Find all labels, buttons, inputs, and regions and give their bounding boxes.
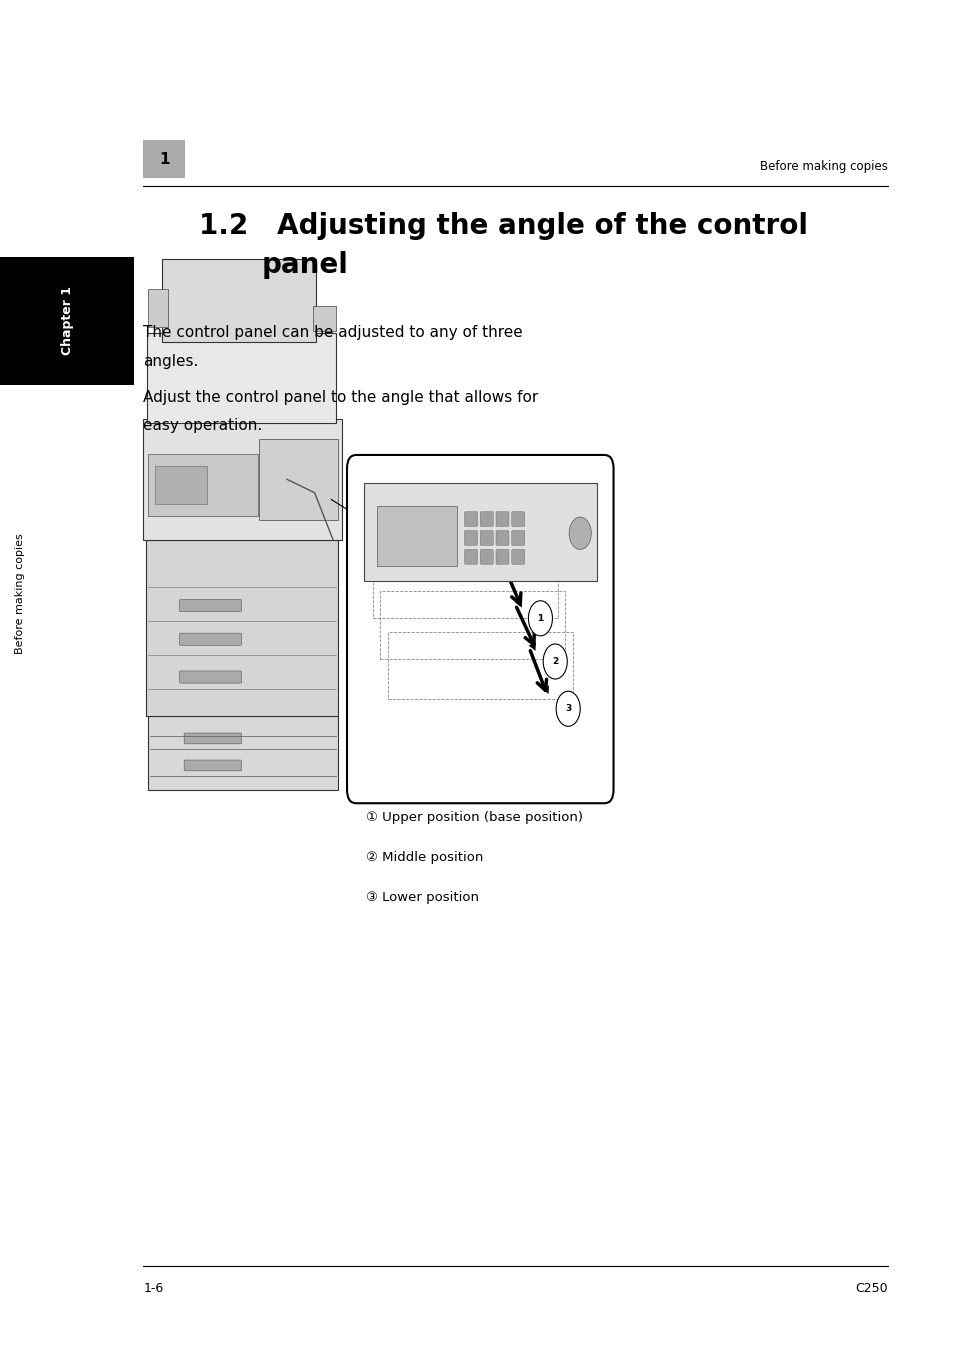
FancyBboxPatch shape	[511, 531, 524, 545]
Circle shape	[528, 601, 552, 636]
FancyBboxPatch shape	[148, 289, 169, 327]
FancyBboxPatch shape	[154, 466, 207, 504]
Text: ② Middle position: ② Middle position	[365, 850, 482, 864]
Circle shape	[542, 644, 567, 679]
FancyBboxPatch shape	[464, 512, 477, 526]
FancyBboxPatch shape	[147, 333, 335, 423]
FancyBboxPatch shape	[496, 531, 509, 545]
Text: 2: 2	[552, 657, 558, 666]
FancyBboxPatch shape	[363, 483, 597, 580]
FancyBboxPatch shape	[511, 549, 524, 564]
Text: Before making copies: Before making copies	[15, 533, 26, 655]
Text: 1: 1	[159, 151, 170, 167]
FancyBboxPatch shape	[148, 716, 337, 790]
FancyBboxPatch shape	[479, 531, 493, 545]
Text: 1.2   Adjusting the angle of the control: 1.2 Adjusting the angle of the control	[199, 212, 807, 240]
Circle shape	[556, 691, 579, 726]
Text: The control panel can be adjusted to any of three: The control panel can be adjusted to any…	[143, 325, 522, 340]
FancyBboxPatch shape	[464, 531, 477, 545]
FancyBboxPatch shape	[496, 549, 509, 564]
Text: 1-6: 1-6	[143, 1282, 164, 1296]
Text: Chapter 1: Chapter 1	[61, 286, 73, 355]
Text: angles.: angles.	[143, 354, 198, 369]
FancyBboxPatch shape	[143, 418, 342, 540]
FancyBboxPatch shape	[464, 549, 477, 564]
Text: easy operation.: easy operation.	[143, 418, 262, 433]
FancyBboxPatch shape	[0, 256, 134, 385]
FancyBboxPatch shape	[376, 506, 456, 566]
FancyBboxPatch shape	[184, 733, 241, 744]
Text: Before making copies: Before making copies	[760, 159, 887, 173]
Circle shape	[569, 517, 591, 549]
Text: 1: 1	[537, 614, 543, 622]
FancyBboxPatch shape	[179, 599, 241, 612]
FancyBboxPatch shape	[313, 306, 335, 331]
FancyBboxPatch shape	[479, 512, 493, 526]
FancyBboxPatch shape	[179, 633, 241, 645]
Text: ③ Lower position: ③ Lower position	[365, 891, 478, 904]
FancyBboxPatch shape	[148, 454, 258, 516]
Text: ① Upper position (base position): ① Upper position (base position)	[365, 810, 582, 824]
FancyBboxPatch shape	[479, 549, 493, 564]
FancyBboxPatch shape	[184, 760, 241, 771]
FancyBboxPatch shape	[511, 512, 524, 526]
Text: panel: panel	[262, 251, 349, 279]
FancyBboxPatch shape	[162, 259, 315, 342]
FancyBboxPatch shape	[179, 671, 241, 683]
Text: Adjust the control panel to the angle that allows for: Adjust the control panel to the angle th…	[143, 390, 538, 405]
FancyBboxPatch shape	[347, 455, 613, 803]
FancyBboxPatch shape	[496, 512, 509, 526]
Text: 3: 3	[564, 705, 571, 713]
Text: C250: C250	[855, 1282, 887, 1296]
FancyBboxPatch shape	[143, 140, 185, 178]
FancyBboxPatch shape	[146, 540, 337, 716]
FancyBboxPatch shape	[259, 439, 337, 520]
